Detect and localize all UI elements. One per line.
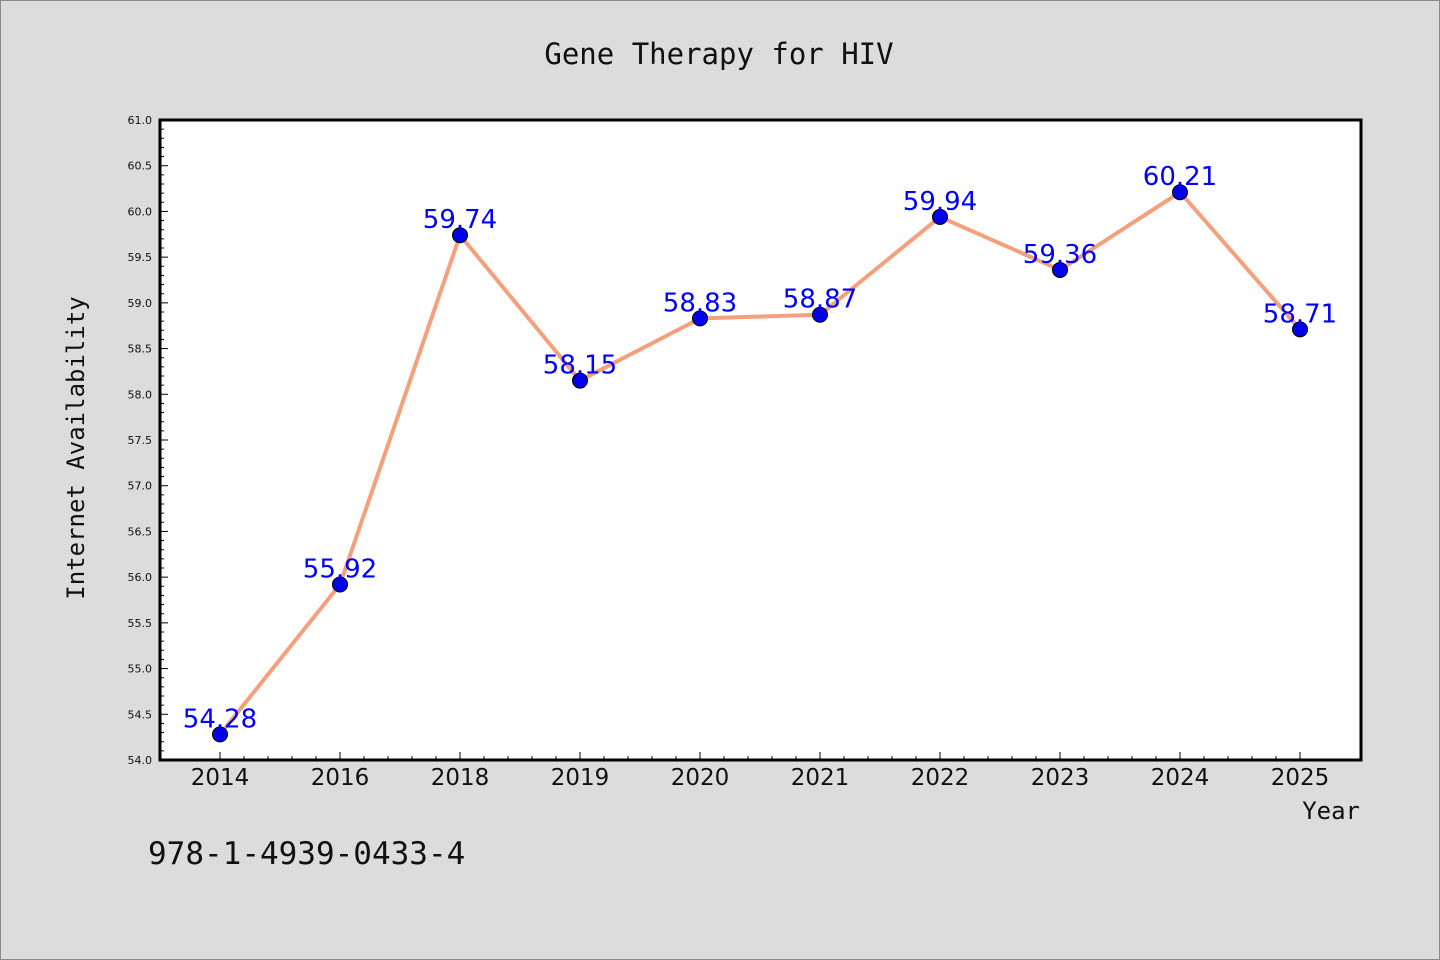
x-tick-label: 2018 [431,765,490,791]
y-tick-label: 59.5 [128,251,153,264]
y-tick-label: 61.0 [128,114,153,127]
data-label: 59.74 [423,205,497,235]
y-tick-label: 59.0 [128,297,153,310]
data-label: 58.15 [543,351,617,381]
y-tick-label: 58.0 [128,388,153,401]
y-tick-label: 60.5 [128,160,153,173]
data-label: 58.87 [783,285,857,315]
x-axis-label: Year [1302,797,1360,825]
x-tick-label: 2022 [911,765,970,791]
data-point [812,306,828,323]
data-point [1052,261,1068,278]
x-tick-label: 2019 [551,765,610,791]
data-point [212,726,228,743]
data-point [452,227,468,244]
data-label: 54.28 [183,704,257,734]
x-tick-label: 2016 [311,765,370,791]
data-label: 60.21 [1143,162,1217,192]
y-tick-label: 60.0 [128,205,153,218]
data-point [1292,321,1308,338]
data-label: 58.83 [663,288,737,318]
series-group: 54.28 55.92 59.74 58.15 58.83 58.87 59.94 59.36… [183,162,1337,743]
series-line [218,190,1302,737]
y-tick-label: 55.0 [128,663,153,676]
data-label: 59.94 [903,187,977,217]
y-tick-label: 58.5 [128,343,153,356]
data-point [572,372,588,389]
chart-title: Gene Therapy for HIV [544,37,893,71]
x-tick-label: 2021 [791,765,850,791]
x-tick-label: 2024 [1151,765,1210,791]
data-label: 58.71 [1263,299,1337,329]
data-point [1172,184,1188,201]
data-label: 55.92 [303,554,377,584]
data-label: 59.36 [1023,240,1097,270]
data-point [692,310,708,327]
x-tick-label: 2014 [191,765,250,791]
y-axis: 54.0 54.5 55.0 55.5 56.0 56.5 57.0 57.5 58.0 58.5… [128,114,168,767]
x-tick-label: 2020 [671,765,730,791]
x-tick-label: 2023 [1031,765,1090,791]
data-point [932,208,948,225]
data-point [332,576,348,593]
y-tick-label: 54.0 [128,754,153,767]
y-tick-label: 57.0 [128,480,153,493]
y-tick-label: 57.5 [128,434,153,447]
y-tick-label: 54.5 [128,708,153,721]
y-tick-label: 56.0 [128,571,153,584]
x-tick-label: 2025 [1271,765,1330,791]
isbn-text: 978-1-4939-0433-4 [148,836,465,872]
x-axis: 2014 2016 2018 2019 2020 2021 2022 2023 2024 2025 [191,752,1330,791]
y-tick-label: 56.5 [128,525,153,538]
y-axis-label: Internet Availability [62,296,90,599]
y-tick-label: 55.5 [128,617,153,630]
plot-area [158,118,1363,762]
